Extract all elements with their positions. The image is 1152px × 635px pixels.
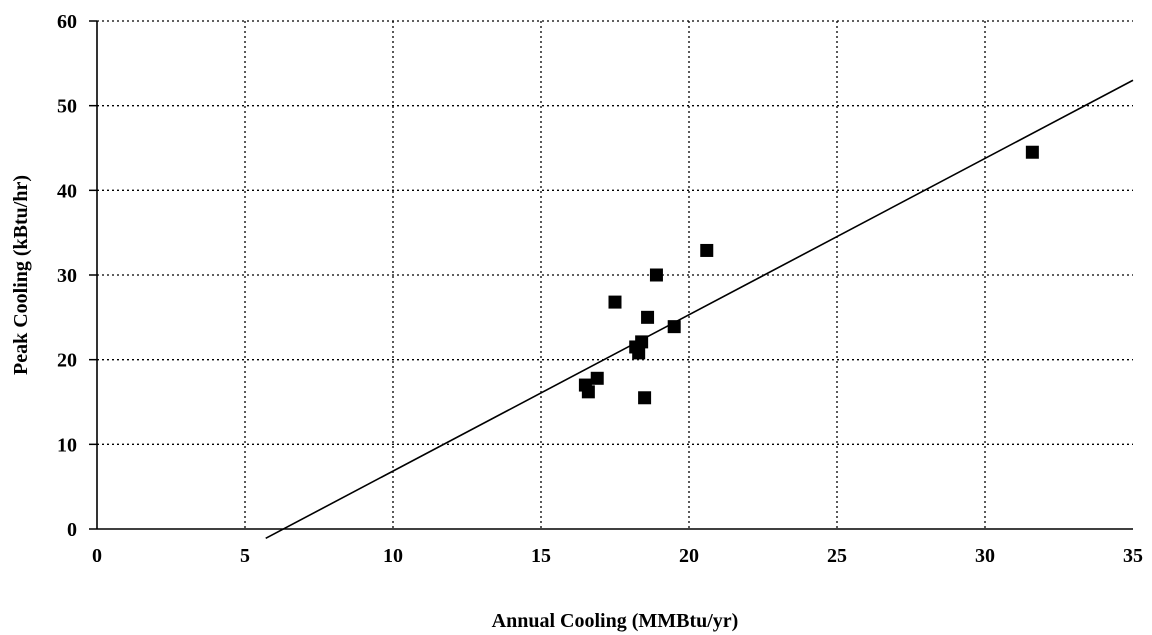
grid-lines [97, 20, 1133, 529]
data-point-marker [641, 310, 655, 324]
x-tick-label: 25 [827, 545, 847, 567]
data-point-marker [1025, 145, 1039, 159]
data-point-marker [608, 295, 622, 309]
y-tick-label: 30 [57, 265, 77, 287]
y-axis-title: Peak Cooling (kBtu/hr) [10, 175, 32, 375]
x-tick-label: 30 [975, 545, 995, 567]
data-point-marker [638, 391, 652, 405]
x-axis-title: Annual Cooling (MMBtu/yr) [492, 610, 739, 632]
tick-labels: 0 5 10 15 20 25 30 35 0 10 20 30 40 50 60 [57, 11, 1143, 567]
y-tick-label: 40 [57, 180, 77, 202]
data-points [578, 145, 1039, 405]
x-tick-label: 10 [383, 545, 403, 567]
linear-trendline [265, 79, 1134, 540]
y-tick-label: 10 [57, 434, 77, 456]
x-tick-label: 15 [531, 545, 551, 567]
y-tick-label: 20 [57, 350, 77, 372]
data-point-marker [649, 268, 663, 282]
x-tick-label: 5 [240, 545, 250, 567]
y-tick-label: 50 [57, 96, 77, 118]
x-tick-label: 35 [1123, 545, 1143, 567]
trendline-layer [265, 79, 1134, 540]
y-tick-label: 60 [57, 11, 77, 33]
x-tick-label: 20 [679, 545, 699, 567]
data-point-marker [581, 385, 595, 399]
data-point-marker [590, 371, 604, 385]
data-point-marker [635, 335, 649, 349]
data-point-marker [700, 243, 714, 257]
axes [89, 20, 1133, 530]
y-tick-label: 0 [67, 519, 77, 541]
data-point-marker [632, 346, 646, 360]
data-point-marker [667, 320, 681, 334]
x-tick-label: 0 [92, 545, 102, 567]
